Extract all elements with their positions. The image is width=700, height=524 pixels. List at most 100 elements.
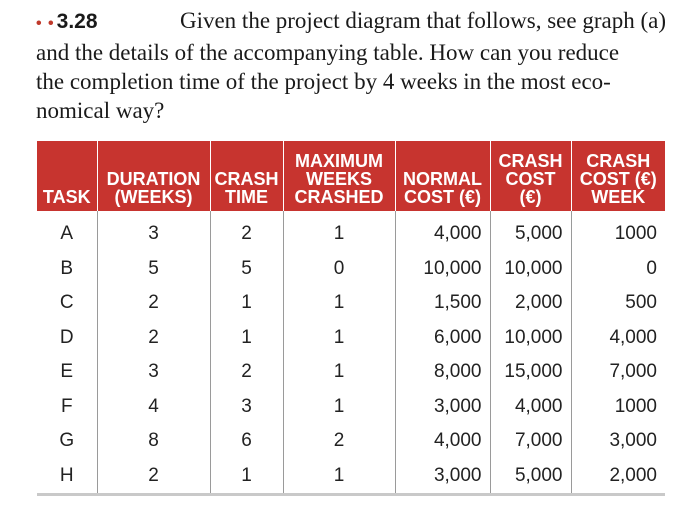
header-max-weeks-line: MAXIMUM xyxy=(295,151,383,171)
crash-cost-week-cell: 3,000 xyxy=(570,424,665,459)
problem-line-3: the completion time of the project by 4 … xyxy=(36,67,666,96)
duration-cell: 3 xyxy=(96,211,210,252)
duration-cell: 5 xyxy=(96,251,210,286)
header-crash-cost-line: (€) xyxy=(519,187,542,207)
header-crash-cost: CRASH COST (€) xyxy=(489,141,571,211)
problem-statement: • •3.28 Given the project diagram that f… xyxy=(36,6,666,125)
header-crash-time: CRASH TIME xyxy=(209,141,283,211)
normal-cost-cell: 3,000 xyxy=(394,389,490,424)
header-task: TASK xyxy=(37,141,97,211)
normal-cost-cell: 1,500 xyxy=(394,286,490,321)
task-cell: C xyxy=(59,292,74,314)
header-max-weeks-line: CRASHED xyxy=(294,187,384,207)
crash-time-cell: 5 xyxy=(209,251,283,286)
problem-header: • •3.28 xyxy=(36,6,128,38)
crash-cost-cell: 2,000 xyxy=(489,286,571,321)
crash-cost-cell: 5,000 xyxy=(489,458,571,496)
task-cell: G xyxy=(59,430,75,452)
difficulty-dots: • • xyxy=(36,15,55,32)
header-normal-cost: NORMAL COST (€) xyxy=(394,141,490,211)
table-row: A 3 2 1 4,000 5,000 1000 xyxy=(37,211,665,252)
duration-cell: 2 xyxy=(96,320,210,355)
crash-time-cell: 1 xyxy=(209,286,283,321)
crash-cost-week-cell: 2,000 xyxy=(570,458,665,496)
header-crash-time-line: CRASH xyxy=(214,169,279,189)
crash-cost-cell: 15,000 xyxy=(489,355,571,390)
header-normal-cost-line: NORMAL xyxy=(403,169,482,189)
table-row: G 8 6 2 4,000 7,000 3,000 xyxy=(37,424,665,459)
max-weeks-cell: 1 xyxy=(282,355,395,390)
problem-line-4: nomical way? xyxy=(36,96,666,125)
duration-cell: 2 xyxy=(96,458,210,496)
header-normal-cost-line: COST (€) xyxy=(403,187,481,207)
task-cell: D xyxy=(59,326,74,348)
task-cell: H xyxy=(37,458,97,496)
normal-cost-cell: 6,000 xyxy=(394,320,490,355)
table-row: D 2 1 1 6,000 10,000 4,000 xyxy=(37,320,665,355)
max-weeks-cell: 0 xyxy=(282,251,395,286)
max-weeks-cell: 1 xyxy=(282,286,395,321)
crash-cost-cell: 4,000 xyxy=(489,389,571,424)
table-row: F 4 3 1 3,000 4,000 1000 xyxy=(37,389,665,424)
table-row: B 5 5 0 10,000 10,000 0 xyxy=(37,251,665,286)
header-max-weeks-crashed: MAXIMUM WEEKS CRASHED xyxy=(282,141,395,211)
table-body: A 3 2 1 4,000 5,000 1000 B 5 5 0 10,000 … xyxy=(37,211,665,496)
normal-cost-cell: 10,000 xyxy=(394,251,490,286)
normal-cost-cell: 8,000 xyxy=(394,355,490,390)
crash-cost-week-cell: 500 xyxy=(570,286,665,321)
max-weeks-cell: 1 xyxy=(282,389,395,424)
table-row: E 3 2 1 8,000 15,000 7,000 xyxy=(37,355,665,390)
table-header: TASK DURATION (WEEKS) CRASH TIME MAXIMUM… xyxy=(37,141,665,211)
duration-cell: 4 xyxy=(96,389,210,424)
crash-cost-week-cell: 1000 xyxy=(570,389,665,424)
header-duration-line: (WEEKS) xyxy=(114,187,193,207)
crash-time-cell: 6 xyxy=(209,424,283,459)
problem-number: 3.28 xyxy=(56,10,98,33)
crash-cost-week-cell: 7,000 xyxy=(570,355,665,390)
header-crash-cost-week-line: WEEK xyxy=(591,187,646,207)
crash-time-cell: 1 xyxy=(209,458,283,496)
header-crash-cost-line: COST xyxy=(505,169,556,189)
header-duration: DURATION (WEEKS) xyxy=(96,141,210,211)
task-cell: E xyxy=(60,361,74,383)
normal-cost-cell: 4,000 xyxy=(394,211,490,252)
header-crash-cost-week-line: COST (€) xyxy=(579,169,657,189)
header-crash-cost-line: CRASH xyxy=(498,151,563,171)
header-crash-time-line: TIME xyxy=(225,187,268,207)
header-task-line: TASK xyxy=(42,187,91,207)
crash-cost-cell: 5,000 xyxy=(489,211,571,252)
problem-line-1: • •3.28 Given the project diagram that f… xyxy=(36,6,666,38)
problem-text-line-1: Given the project diagram that follows, … xyxy=(179,8,666,33)
table-row: H 2 1 1 3,000 5,000 2,000 xyxy=(37,458,665,496)
duration-cell: 2 xyxy=(96,286,210,321)
problem-line-2: and the details of the accompanying tabl… xyxy=(36,38,666,67)
header-duration-line: DURATION xyxy=(106,169,201,189)
crash-cost-cell: 7,000 xyxy=(489,424,571,459)
duration-cell: 8 xyxy=(96,424,210,459)
crash-time-cell: 2 xyxy=(209,355,283,390)
max-weeks-cell: 1 xyxy=(282,458,395,496)
crash-cost-week-cell: 0 xyxy=(570,251,665,286)
crash-cost-cell: 10,000 xyxy=(489,251,571,286)
header-crash-cost-per-week: CRASH COST (€) WEEK xyxy=(570,141,665,211)
crash-time-cell: 3 xyxy=(209,389,283,424)
header-row: TASK DURATION (WEEKS) CRASH TIME MAXIMUM… xyxy=(37,141,665,211)
max-weeks-cell: 1 xyxy=(282,320,395,355)
header-crash-cost-week-line: CRASH xyxy=(586,151,651,171)
crash-time-cell: 1 xyxy=(209,320,283,355)
max-weeks-cell: 1 xyxy=(282,211,395,252)
task-cell: F xyxy=(60,395,73,417)
problem-text-line-4: nomical way? xyxy=(36,98,165,123)
project-crash-table: TASK DURATION (WEEKS) CRASH TIME MAXIMUM… xyxy=(37,141,665,496)
normal-cost-cell: 4,000 xyxy=(394,424,490,459)
crash-time-cell: 2 xyxy=(209,211,283,252)
crash-cost-week-cell: 4,000 xyxy=(570,320,665,355)
max-weeks-cell: 2 xyxy=(282,424,395,459)
problem-text-line-3: the completion time of the project by 4 … xyxy=(36,69,611,94)
table-row: C 2 1 1 1,500 2,000 500 xyxy=(37,286,665,321)
normal-cost-cell: 3,000 xyxy=(394,458,490,496)
duration-cell: 3 xyxy=(96,355,210,390)
crash-cost-cell: 10,000 xyxy=(489,320,571,355)
task-cell: A xyxy=(60,223,74,245)
problem-text-line-2: and the details of the accompanying tabl… xyxy=(36,40,620,65)
